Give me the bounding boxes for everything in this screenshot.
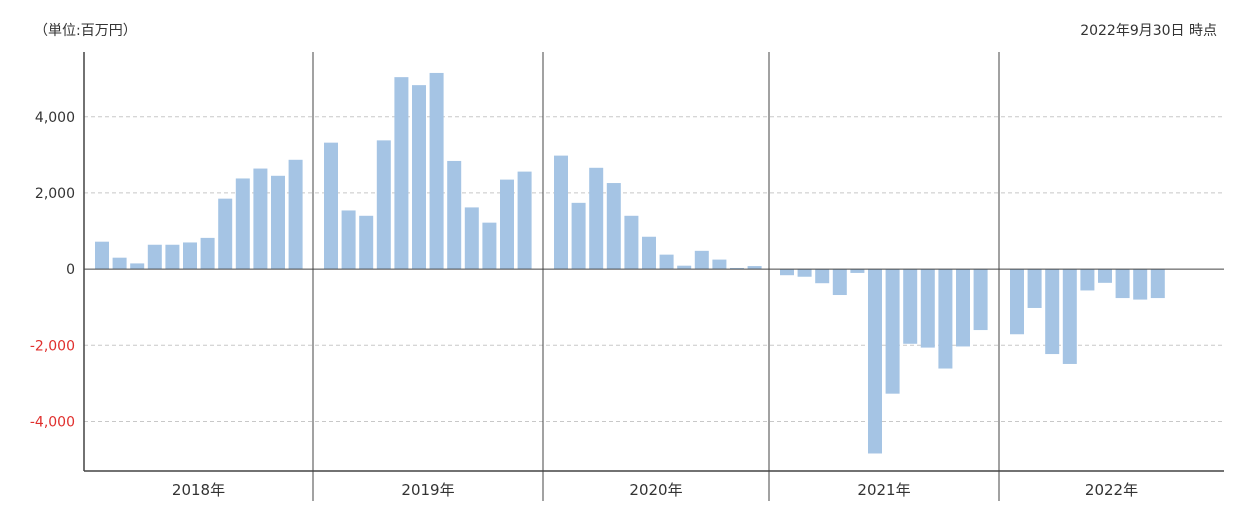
bar-2019年-3 xyxy=(359,215,374,270)
bar-2018年-4 xyxy=(147,244,162,270)
bar-2018年-10 xyxy=(253,168,268,270)
y-tick-label: -2,000 xyxy=(30,338,75,354)
bar-2020年-9 xyxy=(694,250,709,270)
y-tick-label: -4,000 xyxy=(30,414,75,430)
x-category-label: 2019年 xyxy=(401,481,454,499)
bar-2022年-7 xyxy=(1115,269,1130,299)
bar-2021年-10 xyxy=(938,269,953,369)
bar-2020年-11 xyxy=(730,267,744,270)
bar-2021年-3 xyxy=(815,269,830,284)
bar-2019年-9 xyxy=(464,207,479,270)
bar-2018年-8 xyxy=(218,198,233,270)
bar-2021年-4 xyxy=(832,269,847,296)
bar-2022年-3 xyxy=(1045,269,1060,355)
bar-2019年-12 xyxy=(517,171,532,270)
bar-2018年-9 xyxy=(235,178,250,270)
bar-2019年-10 xyxy=(482,222,497,270)
y-tick-label: 0 xyxy=(66,262,75,278)
bar-2022年-5 xyxy=(1080,269,1095,291)
bar-layer xyxy=(95,72,1165,454)
bar-2021年-6 xyxy=(868,269,882,454)
bar-2019年-7 xyxy=(429,72,444,270)
bar-2020年-2 xyxy=(571,202,586,270)
bar-2022年-4 xyxy=(1062,269,1077,364)
bar-2019年-4 xyxy=(376,140,391,270)
bar-2021年-5 xyxy=(850,269,865,273)
bar-2020年-8 xyxy=(677,265,692,270)
bar-2018年-12 xyxy=(288,159,303,270)
bar-2022年-1 xyxy=(1010,269,1024,335)
x-category-label: 2022年 xyxy=(1085,481,1138,499)
bar-2020年-12 xyxy=(747,266,762,270)
bar-2021年-12 xyxy=(973,269,988,331)
bar-2019年-6 xyxy=(412,85,426,270)
bar-2018年-3 xyxy=(130,263,145,270)
bar-2018年-6 xyxy=(183,242,197,270)
x-category-label: 2020年 xyxy=(629,481,682,499)
y-tick-label: 2,000 xyxy=(35,186,75,202)
bar-2020年-4 xyxy=(606,183,621,270)
y-tick-label: 4,000 xyxy=(35,110,75,126)
bar-2021年-11 xyxy=(956,269,970,347)
bar-2022年-2 xyxy=(1027,269,1042,308)
unit-label: （単位:百万円） xyxy=(34,23,137,39)
bar-2021年-1 xyxy=(780,269,794,276)
bar-2020年-10 xyxy=(712,259,727,270)
bar-2021年-8 xyxy=(903,269,918,344)
bar-2018年-1 xyxy=(95,241,109,270)
bar-2020年-7 xyxy=(659,254,674,270)
bar-2019年-8 xyxy=(447,160,462,270)
x-category-label: 2018年 xyxy=(172,481,225,499)
bar-2021年-7 xyxy=(885,269,900,394)
bar-2022年-8 xyxy=(1133,269,1148,300)
bar-2018年-11 xyxy=(271,175,285,270)
bar-2019年-1 xyxy=(324,142,338,270)
bar-2019年-2 xyxy=(341,210,356,270)
bar-2020年-3 xyxy=(589,167,604,270)
bar-2021年-2 xyxy=(797,269,812,277)
bar-2021年-9 xyxy=(920,269,935,348)
bar-2018年-2 xyxy=(112,257,127,270)
bar-2022年-6 xyxy=(1098,269,1112,283)
bar-2019年-5 xyxy=(394,77,409,270)
bar-2022年-9 xyxy=(1150,269,1165,299)
axis-layer xyxy=(83,52,1224,501)
bar-2020年-1 xyxy=(554,155,568,270)
bar-2018年-7 xyxy=(200,237,215,270)
bar-2019年-11 xyxy=(500,179,514,270)
label-layer: 4,000 2,000 0 -2,000 -4,000 2018年 2019年 2020年 20… xyxy=(30,110,1138,499)
bar-2020年-6 xyxy=(642,236,656,270)
as-of-date-label: 2022年9月30日 時点 xyxy=(1080,23,1217,39)
bar-2018年-5 xyxy=(165,244,180,270)
bar-2020年-5 xyxy=(624,215,639,270)
x-category-label: 2021年 xyxy=(857,481,910,499)
